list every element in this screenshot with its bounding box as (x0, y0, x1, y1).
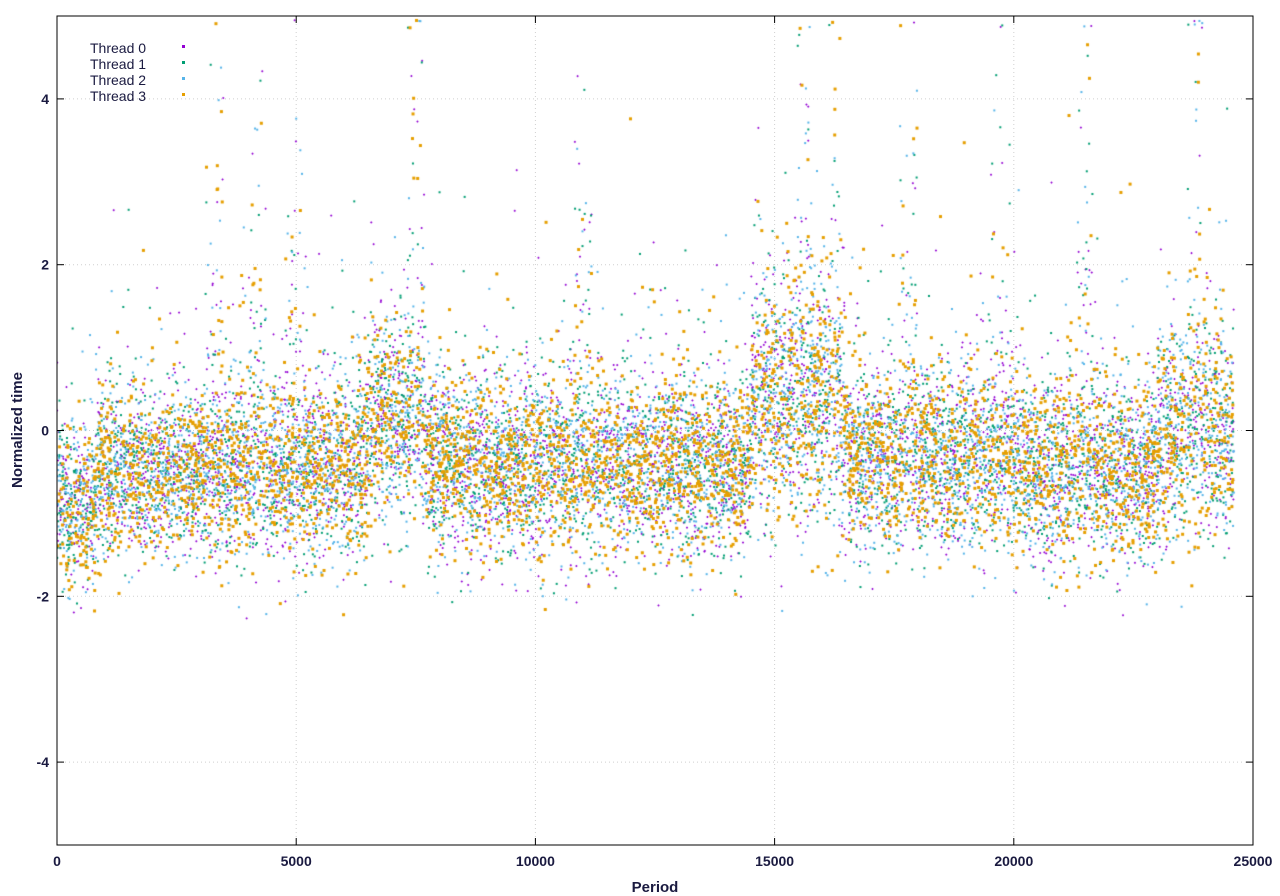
x-tick-label: 5000 (281, 853, 312, 869)
points-canvas-holder (57, 16, 1253, 845)
y-axis-title: Normalized time (9, 372, 26, 488)
y-tick-labels: -4 -2 0 2 4 (37, 91, 50, 770)
axis-ticks (56, 16, 1254, 845)
legend-label: Thread 3 (90, 88, 146, 104)
x-tick-labels: 0 5000 10000 15000 20000 25000 (53, 853, 1273, 869)
x-tick-label: 10000 (516, 853, 555, 869)
legend-label: Thread 1 (90, 56, 146, 72)
x-tick-label: 0 (53, 853, 61, 869)
legend-label: Thread 2 (90, 72, 146, 88)
x-tick-label: 15000 (755, 853, 794, 869)
y-tick-label: 4 (41, 91, 49, 107)
legend-marker (182, 93, 185, 96)
x-tick-label: 25000 (1234, 853, 1273, 869)
y-tick-label: 0 (41, 423, 49, 439)
y-tick-label: -2 (37, 588, 50, 604)
y-tick-label: -4 (37, 754, 50, 770)
data-points (57, 16, 1253, 845)
x-axis-title: Period (632, 879, 679, 896)
points-canvas (57, 16, 1253, 845)
y-tick-label: 2 (41, 257, 49, 273)
legend-marker (182, 61, 185, 64)
legend-marker (182, 77, 185, 80)
legend-marker (182, 45, 185, 48)
legend-label: Thread 0 (90, 40, 146, 56)
x-tick-label: 20000 (994, 853, 1033, 869)
